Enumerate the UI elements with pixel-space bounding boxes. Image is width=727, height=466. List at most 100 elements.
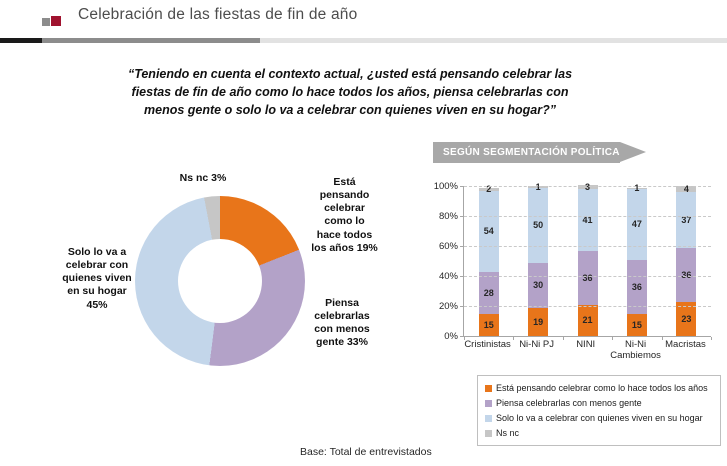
divider-segment-gray bbox=[42, 38, 260, 43]
gridline bbox=[464, 276, 711, 277]
y-tick-label: 80% bbox=[438, 211, 458, 222]
gridline bbox=[464, 306, 711, 307]
divider-segment-light bbox=[260, 38, 727, 43]
bar-segment: 36 bbox=[676, 247, 697, 302]
legend-swatch-icon bbox=[485, 385, 492, 392]
banner-arrow-icon bbox=[620, 142, 646, 162]
bar-segment: 28 bbox=[478, 271, 499, 314]
bar-value-label: 41 bbox=[582, 214, 593, 225]
bar-segment: 1 bbox=[626, 183, 647, 194]
x-tick-mark bbox=[464, 337, 465, 340]
gridline bbox=[464, 216, 711, 217]
bar-segment: 30 bbox=[528, 262, 549, 308]
y-axis-labels: 0% 20% 40% 60% 80% 100% bbox=[420, 181, 458, 342]
bar-slots: 15 28 54 2 19 30 50 1 21 36 41 3 15 36 47 1 23 36 37 4 bbox=[464, 182, 711, 336]
segmentation-banner: SEGÚN SEGMENTACIÓN POLÍTICA bbox=[433, 142, 646, 163]
donut-label-nsnc: Ns nc 3% bbox=[179, 172, 227, 184]
bar-segment: 15 bbox=[626, 313, 647, 336]
bar-segment: 21 bbox=[577, 304, 598, 336]
x-tick-mark bbox=[562, 337, 564, 340]
donut-label-celebrar-como-siempre: Está pensando celebrar como lo hace todo… bbox=[311, 176, 378, 254]
bar-value-label: 19 bbox=[533, 316, 544, 327]
legend-swatch-icon bbox=[485, 430, 492, 437]
y-tick-label: 20% bbox=[438, 301, 458, 312]
x-category-label: Ni-Ni Cambiemos bbox=[610, 339, 661, 361]
gridline bbox=[464, 186, 711, 187]
bar-segment: 36 bbox=[577, 250, 598, 305]
question-line-2: fiestas de fin de año como lo hace todos… bbox=[131, 84, 569, 99]
legend-label: Ns nc bbox=[496, 428, 520, 438]
bar-stack: 15 28 54 2 bbox=[478, 184, 499, 336]
bar-segment: 23 bbox=[676, 301, 697, 336]
bar-value-label: 23 bbox=[681, 313, 692, 324]
bar-stack: 21 36 41 3 bbox=[577, 182, 598, 336]
y-tick-label: 100% bbox=[433, 181, 458, 192]
divider-segment-black bbox=[0, 38, 42, 43]
x-category-label: Ni-Ni PJ bbox=[519, 339, 555, 350]
x-axis-labels: Cristinistas Ni-Ni PJ NINI Ni-Ni Cambiemos M… bbox=[463, 339, 710, 362]
y-tick-mark bbox=[460, 186, 464, 187]
legend-item: Solo lo va a celebrar con quienes viven … bbox=[485, 411, 713, 426]
legend-item: Está pensando celebrar como lo hace todo… bbox=[485, 381, 713, 396]
y-tick-mark bbox=[460, 246, 464, 247]
y-tick-mark bbox=[460, 306, 464, 307]
bar-stack: 15 36 47 1 bbox=[626, 183, 647, 336]
base-note: Base: Total de entrevistados bbox=[300, 446, 432, 458]
bullet-square-gray-icon bbox=[42, 18, 50, 26]
page-title: Celebración de las fiestas de fin de año bbox=[78, 6, 358, 23]
bar-value-label: 15 bbox=[483, 319, 494, 330]
bar-value-label: 2 bbox=[486, 184, 492, 194]
bar-value-label: 36 bbox=[582, 272, 593, 283]
bar-value-label: 50 bbox=[533, 220, 544, 230]
question-line-3: menos gente o solo lo va a celebrar con … bbox=[144, 102, 556, 117]
bar-column: 21 36 41 3 bbox=[563, 182, 612, 336]
donut-label-menos-gente: Piensa celebrarlas con menos gente 33% bbox=[314, 297, 370, 349]
bar-value-label: 28 bbox=[483, 287, 494, 298]
survey-question: “Teniendo en cuenta el contexto actual, … bbox=[110, 66, 590, 119]
donut-label-hogar: Solo lo va a celebrar con quienes viven … bbox=[62, 246, 132, 311]
gridline bbox=[464, 246, 711, 247]
x-category-label: NINI bbox=[576, 339, 596, 350]
x-category-label: Macristas bbox=[665, 339, 706, 350]
bar-segment: 41 bbox=[577, 189, 598, 251]
bar-value-label: 21 bbox=[582, 315, 593, 326]
x-tick-mark bbox=[661, 337, 663, 340]
x-tick-mark bbox=[513, 337, 515, 340]
legend-label: Solo lo va a celebrar con quienes viven … bbox=[496, 413, 703, 423]
bar-column: 15 28 54 2 bbox=[464, 184, 513, 336]
bar-segment: 15 bbox=[478, 313, 499, 336]
legend-item: Piensa celebrarlas con menos gente bbox=[485, 396, 713, 411]
legend-label: Está pensando celebrar como lo hace todo… bbox=[496, 383, 708, 393]
y-tick-label: 60% bbox=[438, 241, 458, 252]
bar-stack: 19 30 50 1 bbox=[528, 182, 549, 336]
bar-column: 19 30 50 1 bbox=[513, 182, 562, 336]
legend-box: Está pensando celebrar como lo hace todo… bbox=[477, 375, 721, 446]
bar-stack: 23 36 37 4 bbox=[676, 184, 697, 336]
y-tick-mark bbox=[460, 336, 464, 337]
bar-value-label: 37 bbox=[681, 214, 692, 225]
bar-column: 15 36 47 1 bbox=[612, 183, 661, 336]
question-line-1: “Teniendo en cuenta el contexto actual, … bbox=[127, 67, 573, 81]
bar-value-label: 47 bbox=[631, 219, 642, 230]
bar-column: 23 36 37 4 bbox=[662, 184, 711, 336]
donut-hole bbox=[178, 239, 262, 323]
y-tick-label: 0% bbox=[444, 331, 458, 342]
bullet-square-red-icon bbox=[51, 16, 61, 26]
legend-label: Piensa celebrarlas con menos gente bbox=[496, 398, 642, 408]
bar-segment: 36 bbox=[626, 259, 647, 314]
legend-swatch-icon bbox=[485, 400, 492, 407]
x-tick-mark bbox=[711, 337, 712, 340]
bar-value-label: 1 bbox=[634, 183, 640, 194]
legend-list: Está pensando celebrar como lo hace todo… bbox=[485, 381, 713, 441]
header-divider bbox=[0, 38, 727, 43]
segmentation-banner-label: SEGÚN SEGMENTACIÓN POLÍTICA bbox=[443, 147, 620, 158]
bar-plot: 15 28 54 2 19 30 50 1 21 36 41 3 15 36 47 1 23 36 37 4 bbox=[460, 182, 712, 340]
bar-segment: 2 bbox=[478, 184, 499, 194]
legend-item: Ns nc bbox=[485, 426, 713, 441]
bar-value-label: 30 bbox=[533, 280, 544, 290]
bar-segment: 54 bbox=[478, 190, 499, 272]
y-tick-mark bbox=[460, 276, 464, 277]
bar-segment: 37 bbox=[676, 192, 697, 248]
bar-value-label: 15 bbox=[631, 319, 642, 330]
